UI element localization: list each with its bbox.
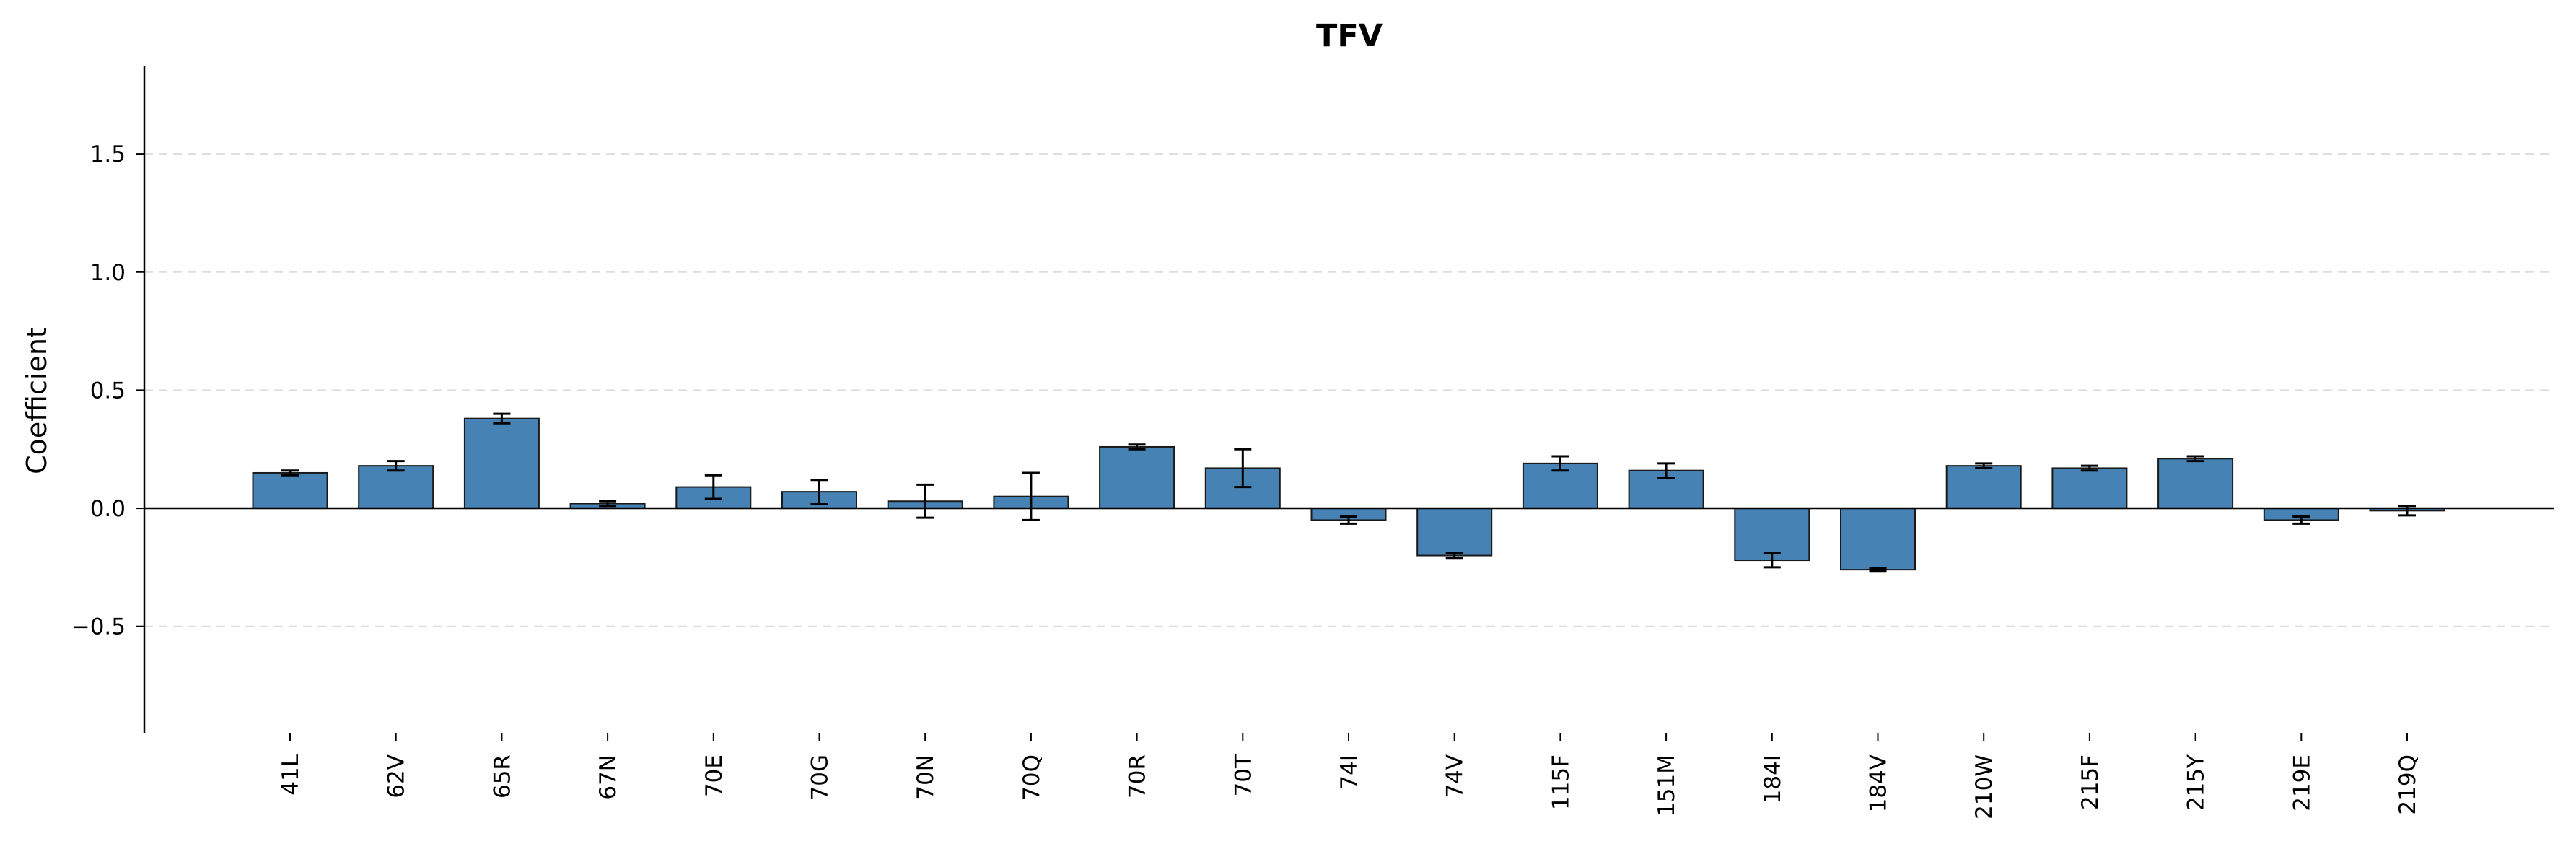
y-tick-label: 0.5 [90, 378, 126, 404]
bar-215F [2051, 467, 2128, 510]
bar-74V [1416, 508, 1493, 557]
x-tick-label: 65R [489, 754, 515, 799]
bar-210W [1945, 465, 2022, 510]
x-tick-label: 70N [913, 754, 939, 800]
axis-layer [143, 66, 2554, 733]
bar-layer [252, 417, 2445, 571]
x-tick-label: 74V [1442, 754, 1468, 799]
x-tick-label: 74I [1336, 754, 1362, 790]
y-tick-label: 0.0 [90, 496, 126, 522]
y-tick-label: 1.5 [90, 142, 126, 168]
x-tick-label: 215F [2077, 754, 2103, 810]
x-tick-label: 151M [1654, 754, 1680, 817]
y-tick-label: 1.0 [90, 260, 126, 286]
bar-41L [252, 471, 328, 510]
x-tick-label: 115F [1548, 754, 1574, 810]
bar-184V [1840, 508, 1916, 571]
bar-215Y [2157, 458, 2234, 510]
x-tick-label: 215Y [2183, 754, 2209, 811]
x-tick-label: 184V [1866, 754, 1892, 812]
grid-layer [144, 153, 2554, 627]
chart-title: TFV [1316, 18, 1383, 54]
x-tick-label: 67N [595, 754, 621, 800]
x-tick-label: 62V [384, 754, 410, 799]
x-tick-label: 184I [1760, 754, 1786, 804]
tick-layer: −0.5 0.0 0.5 1.0 1.5 41L 62V 65R 67N 70E 70G 70N 70Q… [71, 142, 2421, 819]
bar-62V [358, 465, 434, 510]
x-tick-label: 210W [1971, 754, 1997, 819]
error-layer [281, 412, 2416, 573]
y-axis-label: Coefficient [21, 327, 53, 474]
x-tick-label: 70Q [1019, 754, 1045, 801]
x-tick-label: 70G [807, 754, 833, 800]
x-tick-label: 219E [2289, 754, 2315, 812]
x-tick-label: 70R [1125, 754, 1151, 799]
bar-70R [1099, 445, 1175, 510]
x-tick-label: 70E [701, 754, 727, 797]
x-tick-label: 219Q [2395, 754, 2421, 815]
bar-65R [463, 417, 540, 510]
x-tick-label: 70T [1230, 754, 1256, 796]
x-tick-label: 41L [278, 754, 304, 795]
y-tick-label: −0.5 [71, 614, 126, 640]
